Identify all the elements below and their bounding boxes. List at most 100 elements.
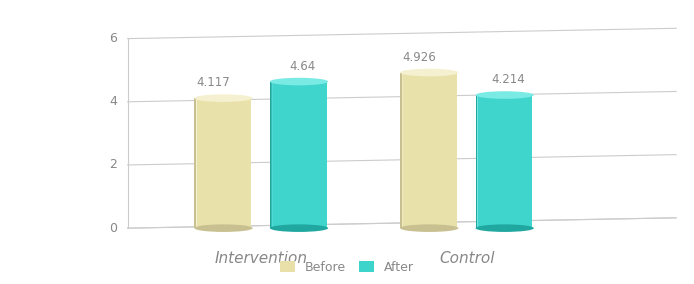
Bar <box>403 72 442 228</box>
Bar <box>270 82 271 228</box>
Bar <box>478 95 518 228</box>
Bar <box>196 98 217 228</box>
Bar <box>403 72 454 228</box>
Bar <box>478 95 524 228</box>
Bar <box>478 95 528 228</box>
Bar <box>403 72 434 228</box>
Bar <box>271 82 280 228</box>
Bar <box>272 82 299 228</box>
Bar <box>197 98 250 228</box>
Bar <box>272 82 307 228</box>
Bar <box>477 95 493 228</box>
Bar <box>403 72 438 228</box>
Bar <box>477 95 480 228</box>
Bar <box>477 95 491 228</box>
Bar <box>403 72 439 228</box>
Bar <box>272 82 306 228</box>
Bar <box>478 95 532 228</box>
Bar <box>403 72 444 228</box>
Bar <box>403 72 430 228</box>
Text: 0: 0 <box>109 222 117 235</box>
Bar <box>272 82 287 228</box>
Bar <box>477 95 506 228</box>
Bar <box>272 82 296 228</box>
Bar <box>403 72 448 228</box>
Bar <box>273 82 327 228</box>
Ellipse shape <box>400 69 459 76</box>
Bar <box>477 95 487 228</box>
Bar <box>272 82 312 228</box>
Bar <box>196 98 222 228</box>
Bar <box>402 72 416 228</box>
Bar <box>196 98 212 228</box>
Bar <box>271 82 278 228</box>
Bar <box>272 82 291 228</box>
Bar <box>477 95 478 228</box>
Ellipse shape <box>475 91 534 99</box>
Bar <box>197 98 251 228</box>
Bar <box>271 82 276 228</box>
Bar <box>197 98 242 228</box>
Bar <box>477 95 505 228</box>
Bar <box>196 98 208 228</box>
Bar <box>197 98 241 228</box>
Bar <box>402 72 405 228</box>
Bar <box>402 72 419 228</box>
Bar <box>196 98 213 228</box>
Bar <box>197 98 238 228</box>
Bar <box>403 72 437 228</box>
Bar <box>197 98 232 228</box>
Bar <box>273 82 315 228</box>
Bar <box>402 72 407 228</box>
Bar <box>196 98 197 228</box>
Bar <box>197 98 235 228</box>
Bar <box>403 72 455 228</box>
Bar <box>478 95 525 228</box>
Bar <box>477 95 498 228</box>
Ellipse shape <box>270 78 328 85</box>
Bar <box>477 95 486 228</box>
Bar <box>403 72 435 228</box>
Bar <box>196 98 215 228</box>
Bar <box>271 82 273 228</box>
Bar <box>271 82 277 228</box>
Bar <box>196 98 201 228</box>
Bar <box>402 72 418 228</box>
Bar <box>403 72 426 228</box>
Bar <box>402 72 406 228</box>
Text: 4.926: 4.926 <box>402 51 436 64</box>
Bar <box>477 95 500 228</box>
Bar <box>273 82 322 228</box>
Bar <box>477 95 495 228</box>
Bar <box>272 82 298 228</box>
Bar <box>197 98 230 228</box>
Bar <box>196 98 198 228</box>
Bar <box>272 82 310 228</box>
Bar <box>271 82 285 228</box>
Bar <box>402 72 413 228</box>
Bar <box>196 98 203 228</box>
Bar <box>477 95 499 228</box>
Bar <box>477 95 496 228</box>
Bar <box>478 95 522 228</box>
Bar <box>402 72 409 228</box>
Bar <box>272 82 289 228</box>
Bar <box>196 98 225 228</box>
Bar <box>272 82 311 228</box>
Bar <box>196 98 209 228</box>
Bar <box>197 98 248 228</box>
Bar <box>271 82 274 228</box>
Bar <box>478 95 530 228</box>
Text: 4.214: 4.214 <box>491 74 525 86</box>
Bar <box>477 95 483 228</box>
Bar <box>196 98 202 228</box>
Bar <box>478 95 520 228</box>
Bar <box>403 72 431 228</box>
Ellipse shape <box>194 224 253 232</box>
Bar <box>478 95 527 228</box>
Bar <box>272 82 305 228</box>
Bar <box>478 95 515 228</box>
Text: Intervention: Intervention <box>214 250 308 266</box>
Bar <box>273 82 314 228</box>
Bar <box>273 82 316 228</box>
